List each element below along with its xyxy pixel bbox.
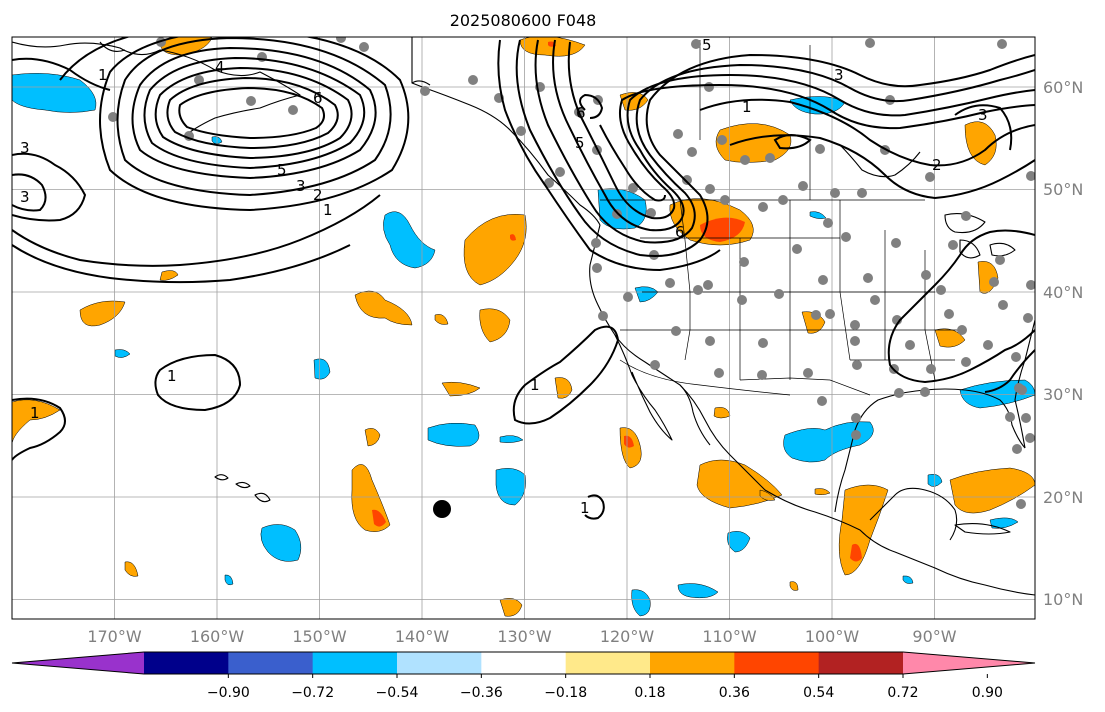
lat-label: 40°N: [1043, 283, 1083, 302]
colorbar-segment: [734, 652, 820, 674]
contour-labels: 1 4 6 5 3 2 1 3 3 5 5 6 3 1 6 1 1 1 1 3 …: [20, 36, 988, 517]
gridlines: [12, 37, 1035, 619]
lat-label: 60°N: [1043, 78, 1083, 97]
contour-label: 5: [277, 161, 287, 179]
contour-label: 2: [932, 156, 942, 174]
contour-label: 2: [313, 186, 323, 204]
contour-label: 1: [30, 404, 40, 422]
contour-label: 1: [98, 66, 108, 84]
colorbar-tick-label: −0.54: [376, 685, 419, 701]
colorbar-extend-low: [12, 652, 144, 674]
contour-label: 3: [20, 188, 30, 206]
lon-label: 110°W: [702, 627, 757, 646]
colorbar-outline: [11, 651, 1036, 675]
colorbar-segment: [312, 652, 398, 674]
contour-label: 3: [978, 106, 988, 124]
colorbar-segment: [144, 652, 229, 674]
latitude-labels: 60°N 50°N 40°N 30°N 20°N 10°N: [1043, 78, 1083, 609]
lon-label: 140°W: [395, 627, 450, 646]
contour-label: 1: [167, 367, 177, 385]
contour-lines: [12, 37, 1035, 520]
colorbar-segment: [397, 652, 482, 674]
contour-label: 3: [296, 177, 306, 195]
colorbar-tick-label: −0.18: [544, 685, 587, 701]
contour-label: 5: [702, 36, 712, 54]
strong-positive-shading: [372, 41, 862, 562]
lon-label: 90°W: [912, 627, 956, 646]
contour-label: 6: [675, 223, 685, 241]
colorbar-segment: [565, 652, 651, 674]
longitude-labels: 170°W 160°W 150°W 140°W 130°W 120°W 110°…: [87, 627, 956, 646]
lon-label: 100°W: [805, 627, 860, 646]
contour-label: 1: [580, 499, 590, 517]
colorbar-tick-label: 0.90: [972, 685, 1003, 701]
colorbar-segment: [650, 652, 735, 674]
map-area: 1 4 6 5 3 2 1 3 3 5 5 6 3 1 6 1 1 1 1 3 …: [12, 36, 1035, 619]
colorbar-segment: [818, 652, 904, 674]
contour-label: 5: [575, 134, 585, 152]
lon-label: 150°W: [292, 627, 347, 646]
colorbar-extend-high: [903, 652, 1035, 674]
colorbar-tick-label: 0.36: [719, 685, 750, 701]
contour-label: 1: [530, 376, 540, 394]
station-dots: [108, 37, 1035, 509]
lon-label: 120°W: [600, 627, 655, 646]
colorbar-tick-label: 0.18: [634, 685, 665, 701]
colorbar-tick-label: 0.54: [803, 685, 834, 701]
contour-label: 6: [576, 104, 586, 122]
map-title: 2025080600 F048: [450, 11, 597, 30]
contour-label: 6: [313, 89, 323, 107]
colorbar: [11, 651, 1036, 675]
contour-label: 1: [323, 201, 333, 219]
lon-label: 160°W: [190, 627, 245, 646]
lon-label: 170°W: [87, 627, 142, 646]
marker-dot: [433, 500, 451, 518]
lat-label: 20°N: [1043, 488, 1083, 507]
contour-label: 3: [20, 139, 30, 157]
colorbar-segment: [228, 652, 314, 674]
lon-label: 130°W: [497, 627, 552, 646]
colorbar-tick-label: −0.90: [207, 685, 250, 701]
lat-label: 50°N: [1043, 180, 1083, 199]
colorbar-segment: [481, 652, 567, 674]
contour-label: 3: [834, 66, 844, 84]
contour-label: 1: [742, 98, 752, 116]
lat-label: 10°N: [1043, 590, 1083, 609]
colorbar-tick-label: −0.36: [460, 685, 503, 701]
colorbar-tick-labels: −0.90 −0.72 −0.54 −0.36 −0.18 0.18 0.36 0.54 0.7…: [207, 674, 1003, 701]
lat-label: 30°N: [1043, 385, 1083, 404]
colorbar-tick-label: 0.72: [887, 685, 918, 701]
map-frame: [11, 36, 1036, 620]
colorbar-tick-label: −0.72: [291, 685, 334, 701]
contour-label: 4: [215, 58, 225, 76]
